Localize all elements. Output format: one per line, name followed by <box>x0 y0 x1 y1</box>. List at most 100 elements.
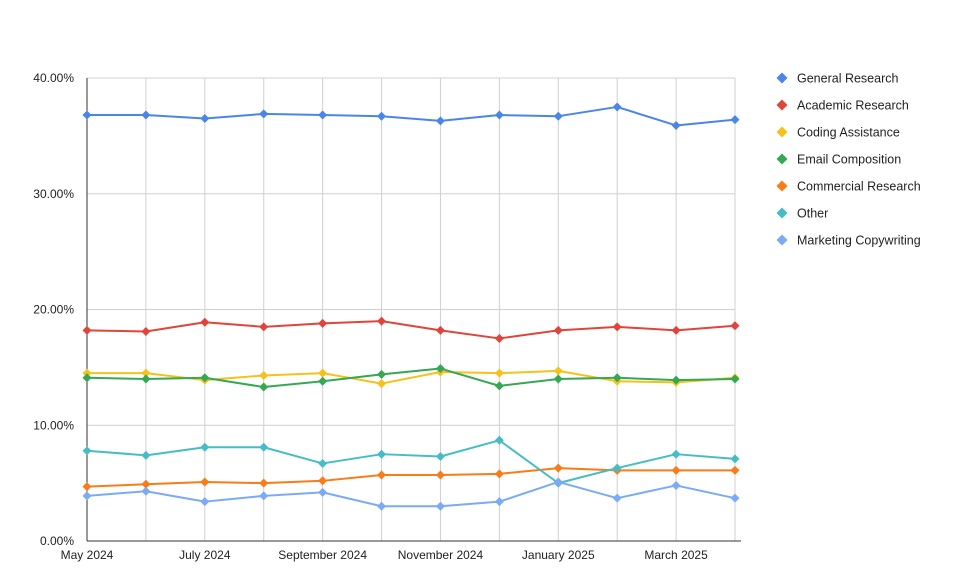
data-point <box>318 368 328 378</box>
data-point <box>494 368 504 378</box>
grid-lines <box>87 77 736 541</box>
data-point <box>377 379 387 389</box>
data-point <box>141 486 151 496</box>
data-point <box>141 479 151 489</box>
legend-label: Email Composition <box>797 153 901 167</box>
data-point <box>377 501 387 511</box>
data-point <box>259 382 269 392</box>
y-tick-label: 10.00% <box>33 418 74 432</box>
data-point <box>318 476 328 486</box>
series-marketing-copywriting <box>82 477 740 511</box>
data-point <box>435 116 445 126</box>
x-tick-label: November 2024 <box>398 548 484 562</box>
data-point <box>612 463 622 473</box>
data-point <box>259 491 269 501</box>
data-point <box>200 497 210 507</box>
data-point <box>612 102 622 112</box>
series-general-research <box>82 102 740 130</box>
data-point <box>200 373 210 383</box>
legend-marker <box>776 99 788 111</box>
legend-label: General Research <box>797 72 898 86</box>
legend-label: Marketing Copywriting <box>797 234 921 248</box>
legend-marker <box>776 180 788 192</box>
data-point <box>671 449 681 459</box>
legend-label: Other <box>797 207 828 221</box>
data-point <box>200 317 210 327</box>
series-commercial-research <box>82 463 740 492</box>
x-tick-label: May 2024 <box>61 548 114 562</box>
legend-item-commercial-research: Commercial Research <box>776 180 921 194</box>
series-line <box>86 480 736 508</box>
legend-marker <box>776 153 788 165</box>
data-point <box>377 316 387 326</box>
data-point <box>377 111 387 121</box>
data-point <box>730 115 740 125</box>
data-point <box>435 470 445 480</box>
legend: General Research Academic Research Coding … <box>776 72 921 248</box>
data-point <box>612 322 622 332</box>
data-point <box>82 482 92 492</box>
data-point <box>318 110 328 120</box>
data-point <box>612 493 622 503</box>
data-point <box>494 333 504 343</box>
data-point <box>494 381 504 391</box>
legend-marker <box>776 207 788 219</box>
data-point <box>259 322 269 332</box>
series-line <box>86 467 735 488</box>
legend-label: Coding Assistance <box>797 126 900 140</box>
data-point <box>141 110 151 120</box>
data-point <box>200 442 210 452</box>
y-tick-label: 0.00% <box>40 534 74 548</box>
data-point <box>671 120 681 130</box>
legend-item-other: Other <box>776 207 828 221</box>
data-point <box>141 326 151 336</box>
data-point <box>612 373 622 383</box>
legend-marker <box>776 234 788 246</box>
legend-label: Academic Research <box>797 99 909 113</box>
data-point <box>553 477 563 487</box>
data-point <box>730 465 740 475</box>
axes <box>86 78 741 542</box>
y-tick-label: 20.00% <box>33 303 74 317</box>
data-point <box>553 374 563 384</box>
series-academic-research <box>82 316 740 343</box>
x-axis-tick-labels: May 2024 July 2024 September 2024 November … <box>61 548 708 562</box>
data-point <box>377 449 387 459</box>
data-point <box>671 465 681 475</box>
data-point <box>730 374 740 384</box>
series-line <box>86 320 736 340</box>
data-point <box>82 368 92 378</box>
data-point <box>377 369 387 379</box>
data-point <box>82 373 92 383</box>
series-line <box>86 439 736 485</box>
y-tick-label: 30.00% <box>33 187 74 201</box>
data-point <box>494 497 504 507</box>
data-point <box>435 501 445 511</box>
y-tick-label: 40.00% <box>33 71 74 85</box>
data-point <box>730 454 740 464</box>
data-point <box>259 109 269 119</box>
data-point <box>494 110 504 120</box>
data-point <box>141 450 151 460</box>
data-point <box>553 325 563 335</box>
series-line <box>86 367 736 389</box>
series-coding-assistance <box>82 366 740 389</box>
data-point <box>730 493 740 503</box>
x-tick-label: July 2024 <box>179 548 231 562</box>
data-point <box>141 368 151 378</box>
data-point <box>318 318 328 328</box>
data-point <box>435 452 445 462</box>
data-point <box>82 446 92 456</box>
data-point <box>553 111 563 121</box>
legend-marker <box>776 126 788 138</box>
legend-item-email-composition: Email Composition <box>776 153 901 167</box>
legend-item-marketing-copywriting: Marketing Copywriting <box>776 234 921 248</box>
series-lines <box>82 102 740 511</box>
legend-item-coding-assistance: Coding Assistance <box>776 126 900 140</box>
series-other <box>82 435 740 488</box>
data-point <box>318 487 328 497</box>
data-point <box>141 374 151 384</box>
data-point <box>259 442 269 452</box>
data-point <box>553 463 563 473</box>
